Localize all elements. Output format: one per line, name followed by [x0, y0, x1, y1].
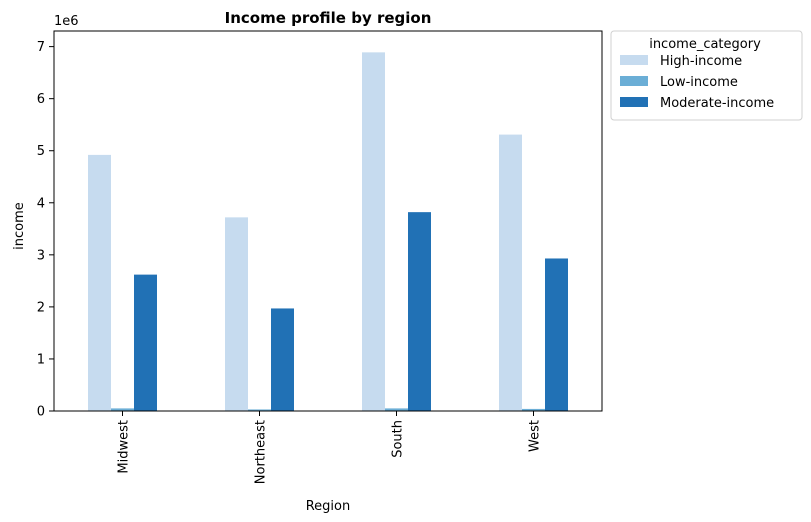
x-axis-ticks: Midwest Northeast South West [117, 411, 543, 484]
x-axis-label: Region [306, 499, 351, 514]
bar-midwest-high-income [88, 154, 111, 411]
y-tick-label: 5 [37, 144, 45, 159]
legend-label-low-income: Low-income [660, 75, 738, 90]
legend: income_category High-income Low-income Mod… [610, 30, 803, 121]
y-tick-label: 1 [37, 352, 45, 367]
bar-midwest-moderate-income [134, 274, 157, 411]
y-axis-multiplier: 1e6 [54, 14, 79, 29]
legend-swatch-moderate-income [620, 97, 648, 107]
legend-label-high-income: High-income [660, 54, 742, 69]
bar-south-low-income [385, 408, 408, 411]
y-axis-ticks: 0 1 2 3 4 5 6 7 [37, 40, 54, 420]
y-tick-label: 6 [37, 92, 45, 107]
x-tick-label-northeast: Northeast [254, 420, 269, 484]
legend-swatch-low-income [620, 76, 648, 86]
bar-midwest-low-income [111, 408, 134, 411]
y-tick-label: 7 [37, 40, 45, 55]
bar-northeast-high-income [225, 217, 248, 411]
bar-northeast-moderate-income [271, 308, 294, 411]
bar-west-low-income [522, 408, 545, 411]
x-tick-label-south: South [391, 420, 406, 458]
x-tick-label-west: West [528, 420, 543, 452]
legend-label-moderate-income: Moderate-income [660, 96, 774, 111]
bars-layer [88, 52, 568, 411]
bar-south-moderate-income [408, 212, 431, 411]
plot-area-frame [53, 30, 603, 412]
y-tick-label: 4 [37, 196, 45, 211]
legend-swatch-high-income [620, 55, 648, 65]
chart-title: Income profile by region [225, 9, 432, 27]
legend-box [610, 30, 803, 121]
y-tick-label: 2 [37, 300, 45, 315]
legend-title: income_category [649, 37, 761, 52]
y-axis-label: income [12, 202, 27, 250]
bar-west-high-income [499, 134, 522, 411]
y-tick-label: 3 [37, 248, 45, 263]
bar-south-high-income [362, 52, 385, 411]
x-tick-label-midwest: Midwest [117, 420, 132, 474]
y-tick-label: 0 [37, 405, 45, 420]
bar-northeast-low-income [248, 409, 271, 411]
bar-west-moderate-income [545, 258, 568, 411]
